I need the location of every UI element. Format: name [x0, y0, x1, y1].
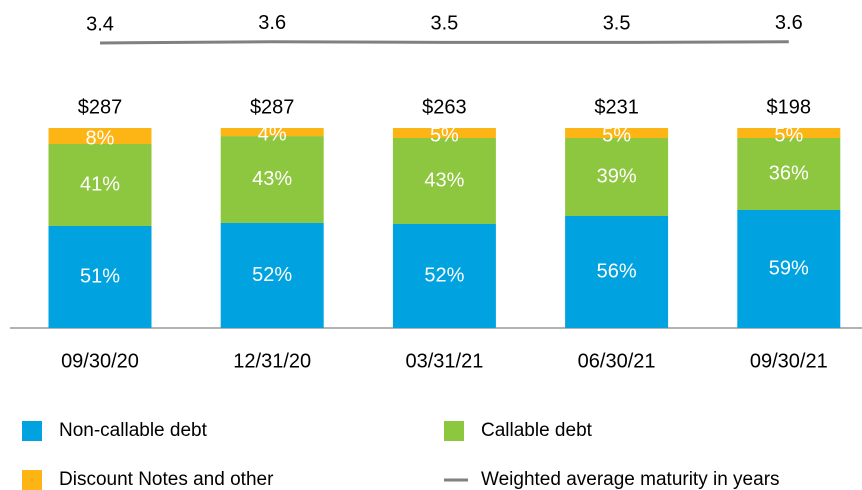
legend-label: Callable debt — [481, 420, 593, 441]
bar-segment — [565, 138, 669, 216]
bar-segment — [565, 216, 669, 328]
segment-label: 51% — [80, 265, 120, 287]
maturity-label: 3.6 — [258, 12, 286, 34]
maturity-label: 3.6 — [775, 12, 803, 34]
total-label: $287 — [78, 96, 123, 118]
segment-label: 43% — [424, 169, 464, 191]
bar-segment — [392, 138, 496, 224]
bar-segment — [220, 136, 324, 223]
bar-segment — [737, 138, 841, 210]
segment-label: 41% — [80, 173, 120, 195]
total-label: $198 — [767, 96, 812, 118]
maturity-line — [99, 40, 789, 45]
bar-segment — [392, 224, 496, 328]
legend-label: Discount Notes and other — [59, 469, 274, 490]
bar-segment — [737, 210, 841, 328]
maturity-label: 3.5 — [430, 13, 458, 35]
bar-segment — [737, 128, 841, 138]
bar-segment — [220, 128, 324, 137]
x-tick-label: 09/30/21 — [750, 350, 828, 372]
segment-label: 56% — [597, 260, 637, 282]
x-tick-label: 09/30/20 — [61, 350, 139, 372]
segment-label: 5% — [774, 124, 803, 146]
legend-swatch — [444, 421, 464, 441]
segment-label: 39% — [597, 165, 637, 187]
segment-label: 43% — [252, 168, 292, 190]
legend-swatch — [22, 470, 42, 490]
segment-label: 5% — [430, 124, 459, 146]
x-tick-label: 12/31/20 — [233, 350, 311, 372]
bar-segment — [565, 128, 669, 138]
segment-label: 8% — [86, 127, 115, 149]
segment-label: 5% — [602, 124, 631, 146]
legend-label: Non-callable debt — [59, 420, 208, 441]
maturity-label: 3.4 — [86, 13, 114, 35]
legend-swatch — [22, 421, 42, 441]
segment-label: 52% — [252, 264, 292, 286]
bar-segment — [48, 226, 152, 328]
segment-label: 4% — [258, 123, 287, 145]
x-tick-label: 06/30/21 — [578, 350, 656, 372]
segment-label: 52% — [424, 264, 464, 286]
segment-label: 59% — [769, 257, 809, 279]
bar-segment — [48, 128, 152, 144]
bar-segment — [220, 222, 324, 328]
total-label: $231 — [594, 96, 639, 118]
maturity-label: 3.5 — [603, 13, 631, 35]
bar-segment — [392, 128, 496, 138]
legend-label: Weighted average maturity in years — [481, 469, 780, 490]
bar-segment — [48, 144, 152, 226]
segment-label: 36% — [769, 162, 809, 184]
x-tick-label: 03/31/21 — [405, 350, 483, 372]
total-label: $287 — [250, 96, 295, 118]
total-label: $263 — [422, 96, 467, 118]
